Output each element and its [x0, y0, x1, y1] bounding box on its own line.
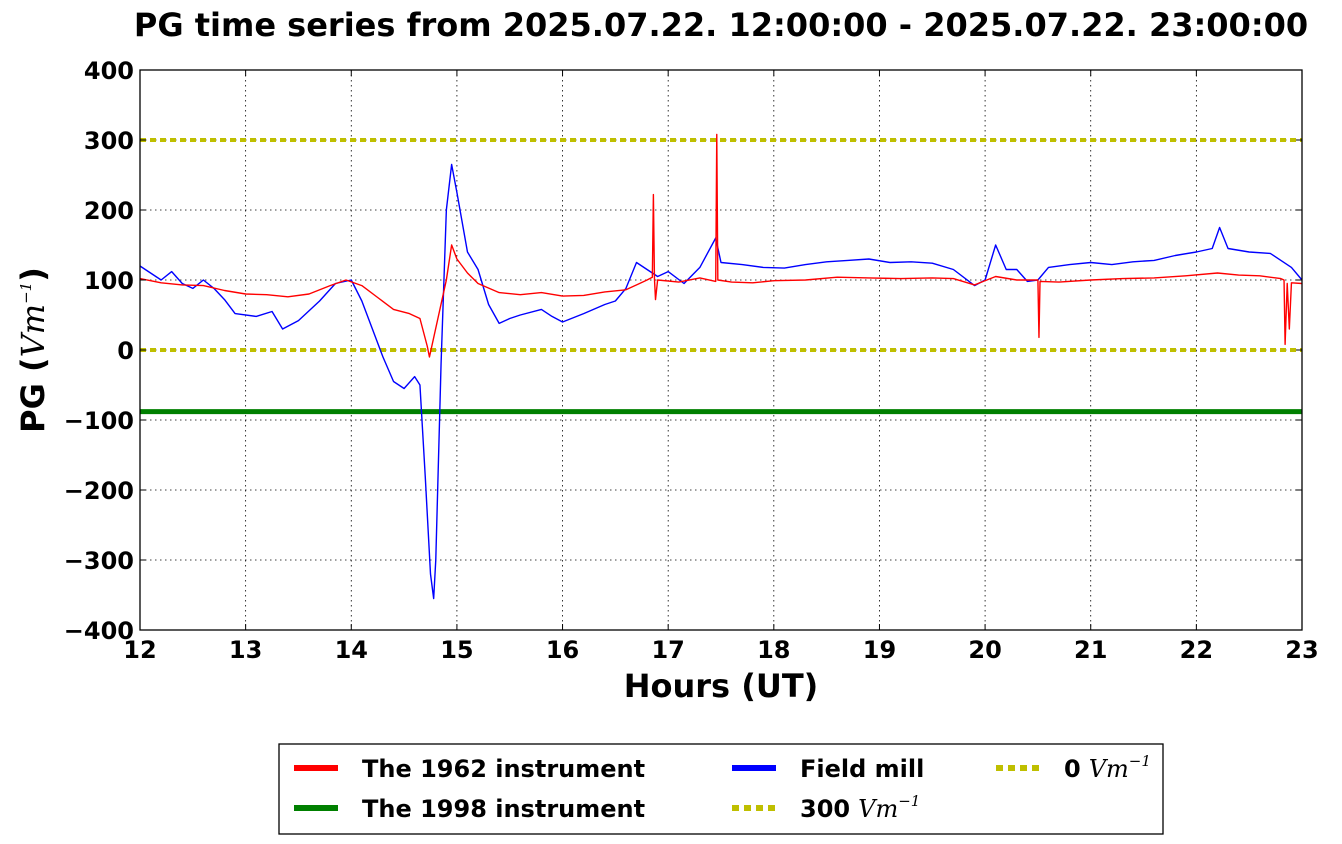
x-tick-label-3: 15 — [440, 636, 473, 664]
y-tick-label-8: 400 — [84, 57, 134, 85]
legend-box — [278, 743, 1164, 835]
legend-label-unit-3: Vm — [858, 795, 898, 823]
tick-layer: 12 13 14 15 16 17 18 19 20 21 22 23 −400 −300 −200 −100… — [64, 57, 1319, 664]
y-tick-label-4: 0 — [117, 337, 134, 365]
x-tick-label-6: 18 — [757, 636, 790, 664]
legend-label-name-1: The 1998 instrument — [362, 795, 645, 823]
y-tick-label-3: −100 — [64, 407, 134, 435]
x-tick-label-0: 12 — [123, 636, 156, 664]
x-tick-label-10: 22 — [1180, 636, 1213, 664]
x-tick-label-9: 21 — [1074, 636, 1107, 664]
y-axis-label: PG (Vm−1) — [14, 267, 52, 433]
legend: The 1962 instrument The 1998 instrument Fi… — [278, 743, 1164, 835]
legend-label-4: 0 Vm−1 — [1064, 752, 1151, 783]
y-tick-label-5: 100 — [84, 267, 134, 295]
legend-label-exp-4: −1 — [1129, 752, 1151, 770]
x-tick-label-8: 20 — [968, 636, 1001, 664]
legend-label-name-2: Field mill — [800, 755, 924, 783]
series-layer — [139, 133, 1303, 600]
x-tick-label-4: 16 — [546, 636, 579, 664]
legend-label-name-4: 0 — [1064, 755, 1081, 783]
x-tick-label-5: 17 — [651, 636, 684, 664]
series-line-2 — [139, 163, 1303, 600]
legend-label-name-0: The 1962 instrument — [362, 755, 645, 783]
x-tick-label-1: 13 — [229, 636, 262, 664]
y-tick-label-6: 200 — [84, 197, 134, 225]
x-axis-label: Hours (UT) — [624, 667, 819, 705]
legend-label-exp-3: −1 — [898, 792, 920, 810]
x-tick-label-11: 23 — [1285, 636, 1318, 664]
y-axis-label-exp: −1 — [17, 282, 35, 304]
legend-label-2: Field mill — [800, 755, 924, 783]
legend-label-1: The 1998 instrument — [362, 795, 645, 823]
y-tick-label-0: −400 — [64, 617, 134, 645]
legend-label-3: 300 Vm−1 — [800, 792, 920, 823]
x-tick-label-7: 19 — [863, 636, 896, 664]
legend-label-name-3: 300 — [800, 795, 850, 823]
x-tick-label-2: 14 — [335, 636, 368, 664]
series-line-0 — [139, 133, 1303, 358]
chart-title: PG time series from 2025.07.22. 12:00:00… — [134, 6, 1308, 44]
y-tick-label-7: 300 — [84, 127, 134, 155]
y-axis-label-unit: Vm — [14, 304, 52, 357]
legend-label-unit-4: Vm — [1089, 755, 1129, 783]
legend-label-0: The 1962 instrument — [362, 755, 645, 783]
y-tick-label-2: −200 — [64, 477, 134, 505]
y-tick-label-1: −300 — [64, 547, 134, 575]
y-axis-label-prefix: PG ( — [14, 357, 52, 432]
y-axis-label-suffix: ) — [14, 267, 52, 282]
